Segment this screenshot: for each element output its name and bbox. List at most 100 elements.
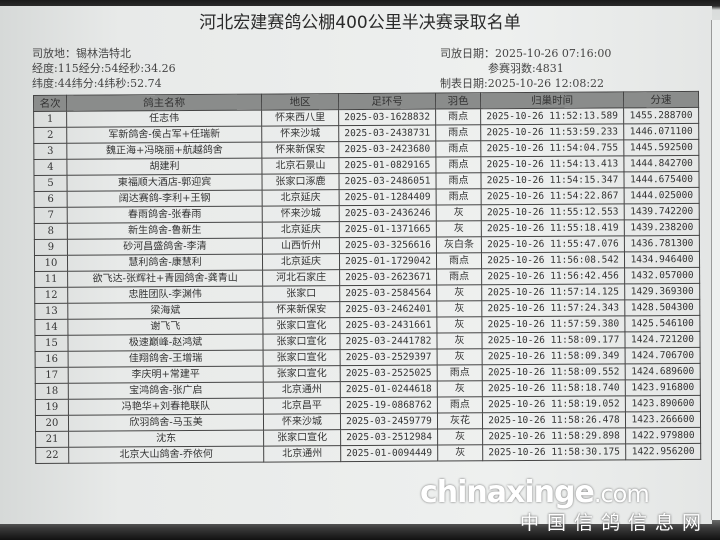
arrival-time-cell: 2025-10-26 11:55:18.419	[481, 219, 625, 237]
ring-cell: 2025-01-1371665	[339, 221, 437, 238]
color-cell: 雨点	[435, 108, 481, 126]
color-cell: 灰花	[437, 412, 483, 430]
watermark-name: 中国信鸽信息网	[520, 512, 710, 534]
arrival-time-cell: 2025-10-26 11:57:14.125	[481, 283, 625, 301]
speed-cell: 1439.238200	[624, 219, 700, 236]
region-cell: 张家口涿鹿	[261, 173, 340, 191]
rank-cell: 5	[33, 175, 68, 192]
owner-cell: 冯艳华+刘春艳联队	[68, 398, 264, 416]
owner-cell: 佳翔鸽舍-王增瑞	[68, 350, 264, 368]
arrival-time-cell: 2025-10-26 11:58:09.552	[482, 363, 626, 381]
arrival-time-cell: 2025-10-26 11:55:12.553	[481, 203, 625, 221]
owner-cell: 极速巅峰-赵鸿斌	[67, 334, 264, 352]
results-table: 名次 鸽主名称 地区 足环号 羽色 归巢时间 分速 1 任志伟 怀来西八里 2025-03-162…	[33, 91, 701, 464]
color-cell: 灰	[437, 428, 483, 446]
rank-cell: 22	[35, 447, 69, 464]
ring-cell: 2025-01-0829165	[338, 157, 436, 174]
region-cell: 怀来新保安	[262, 301, 340, 319]
rank-cell: 21	[35, 431, 69, 448]
speed-cell: 1422.956200	[625, 443, 701, 460]
owner-cell: 胡建利	[66, 158, 262, 176]
column-header: 名次	[33, 95, 67, 112]
document-title: 河北宏建赛鸽公棚400公里半决赛录取名单	[199, 13, 521, 33]
speed-cell: 1444.842700	[623, 155, 699, 172]
speed-cell: 1436.781300	[624, 235, 700, 252]
arrival-time-cell: 2025-10-26 11:58:26.478	[482, 411, 626, 429]
owner-cell: 梁海斌	[67, 302, 263, 320]
rank-cell: 9	[34, 239, 68, 256]
color-cell: 灰	[436, 204, 482, 222]
speed-cell: 1446.071100	[623, 123, 699, 140]
rank-cell: 12	[34, 287, 68, 304]
rank-cell: 13	[34, 303, 68, 320]
color-cell: 灰	[436, 332, 483, 350]
rank-cell: 2	[33, 127, 67, 144]
arrival-time-cell: 2025-10-26 11:58:09.177	[481, 331, 626, 349]
column-header: 羽色	[435, 92, 481, 110]
color-cell: 灰	[437, 444, 483, 462]
region-cell: 山西忻州	[262, 237, 340, 255]
owner-cell: 宝鸿鸽舍-张广启	[68, 382, 264, 400]
rank-cell: 8	[34, 223, 68, 240]
owner-cell: 任志伟	[66, 110, 262, 128]
owner-cell: 沈东	[68, 430, 264, 448]
owner-cell: 欲飞达-张辉社+青园鸽舍-龚青山	[67, 270, 263, 288]
speed-cell: 1455.288700	[623, 107, 699, 124]
color-cell: 灰	[436, 316, 482, 334]
speed-cell: 1429.369300	[624, 283, 700, 300]
ring-cell: 2025-03-2525025	[340, 365, 438, 382]
region-cell: 北京通州	[263, 445, 341, 463]
region-cell: 北京延庆	[262, 221, 340, 239]
column-header: 分速	[623, 91, 699, 108]
color-cell: 灰	[437, 348, 483, 366]
color-cell: 雨点	[437, 364, 483, 382]
ring-cell: 2025-03-2486051	[338, 173, 437, 190]
color-cell: 雨点	[435, 172, 482, 190]
release-place: 司放地：锡林浩特北	[32, 47, 131, 60]
owner-cell: 慧利鸽舍-康慧利	[67, 254, 263, 272]
region-cell: 北京延庆	[262, 189, 340, 207]
region-cell: 张家口宣化	[262, 333, 341, 351]
color-cell: 灰	[436, 284, 482, 302]
region-cell: 怀来新保安	[261, 141, 339, 159]
column-header: 足环号	[338, 93, 436, 110]
rank-cell: 16	[35, 351, 69, 368]
color-cell: 雨点	[436, 188, 482, 206]
speed-cell: 1434.946400	[624, 251, 700, 268]
region-cell: 怀来沙城	[262, 205, 340, 223]
watermark-site: chinaxinge	[420, 475, 595, 510]
region-cell: 张家口宣化	[262, 317, 340, 335]
owner-cell: 忠胜团队-李渊伟	[67, 286, 263, 304]
ring-cell: 2025-03-2529397	[340, 349, 438, 366]
region-cell: 河北石家庄	[262, 269, 340, 287]
arrival-time-cell: 2025-10-26 11:56:42.456	[481, 267, 625, 285]
ring-cell: 2025-03-2512984	[340, 429, 438, 446]
arrival-time-cell: 2025-10-26 11:58:30.175	[482, 443, 626, 461]
arrival-time-cell: 2025-10-26 11:58:19.052	[482, 395, 626, 413]
owner-cell: 阔达赛鸽-李利+王钢	[67, 190, 263, 208]
rank-cell: 15	[34, 335, 69, 352]
rank-cell: 6	[34, 191, 68, 208]
owner-cell: 砂河昌盛鸽舍-李清	[67, 238, 263, 256]
rank-cell: 20	[35, 415, 69, 432]
owner-cell: 欣羽鸽舍-马玉美	[68, 414, 264, 432]
arrival-time-cell: 2025-10-26 11:57:24.343	[481, 299, 625, 317]
speed-cell: 1423.266600	[625, 411, 701, 428]
arrival-time-cell: 2025-10-26 11:58:29.898	[482, 427, 626, 445]
owner-cell: 春雨鸽舍-张春雨	[67, 206, 263, 224]
arrival-time-cell: 2025-10-26 11:54:15.347	[480, 171, 625, 189]
arrival-time-cell: 2025-10-26 11:56:08.542	[481, 251, 625, 269]
speed-cell: 1423.890600	[625, 395, 701, 412]
ring-cell: 2025-03-2441782	[339, 333, 438, 350]
ring-cell: 2025-03-2431661	[339, 317, 437, 334]
arrival-time-cell: 2025-10-26 11:57:59.380	[481, 315, 625, 333]
color-cell: 雨点	[437, 396, 483, 414]
arrival-time-cell: 2025-10-26 11:52:13.589	[480, 107, 624, 125]
speed-cell: 1445.592500	[623, 139, 699, 156]
column-header: 地区	[261, 93, 339, 111]
region-cell: 怀来西八里	[261, 109, 339, 127]
speed-cell: 1424.689600	[625, 363, 701, 380]
rank-cell: 18	[35, 383, 69, 400]
longitude: 经度:115经分:54经秒:34.26	[32, 62, 176, 75]
owner-cell: 新生鸽舍-鲁新生	[67, 222, 263, 240]
